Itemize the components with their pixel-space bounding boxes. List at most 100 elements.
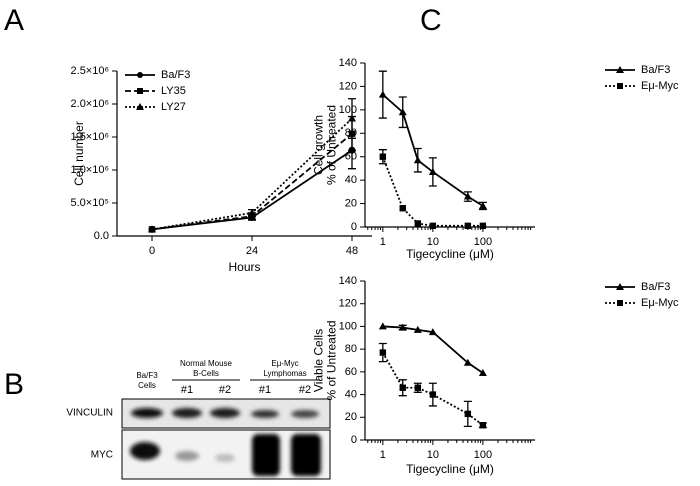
legend-marker <box>617 300 623 306</box>
row-label: MYC <box>91 450 113 461</box>
y-tick-label: 2.5×10⁶ <box>71 65 109 77</box>
marker <box>398 323 407 331</box>
series-line <box>382 352 484 426</box>
legend-label: LY27 <box>161 101 186 113</box>
legend-label: LY35 <box>161 85 186 97</box>
y-axis-label: % of Untreated <box>325 320 339 400</box>
y-tick-label: 20 <box>345 197 357 209</box>
y-tick-label: 60 <box>345 366 357 378</box>
y-tick-label: 120 <box>339 298 357 310</box>
x-tick-label: 0 <box>149 245 155 257</box>
marker <box>479 422 487 429</box>
panel-label: A <box>4 4 24 37</box>
y-tick-label: 5.0×10⁵ <box>70 197 109 209</box>
x-axis-label: Hours <box>228 260 260 274</box>
y-tick-label: 140 <box>339 57 357 69</box>
y-tick-label: 1.0×10⁶ <box>71 164 109 176</box>
marker <box>414 220 422 227</box>
y-tick-label: 60 <box>345 151 357 163</box>
marker <box>413 156 422 164</box>
y-tick-label: 0 <box>351 434 357 446</box>
marker <box>399 384 406 391</box>
marker <box>378 322 387 330</box>
lane-label: #2 <box>299 384 311 396</box>
lane-label: #1 <box>181 384 193 396</box>
marker <box>399 205 406 212</box>
y-tick-label: 40 <box>345 388 357 400</box>
bands <box>130 408 321 476</box>
x-tick-label: 10 <box>427 236 439 248</box>
y-tick-label: 1.5×10⁶ <box>71 131 109 143</box>
y-tick-label: 40 <box>345 174 357 186</box>
y-tick-label: 80 <box>345 343 357 355</box>
panel-label: C <box>420 4 442 37</box>
marker <box>378 90 387 98</box>
marker <box>478 201 487 209</box>
x-tick-label: 100 <box>474 236 492 248</box>
y-tick-label: 140 <box>339 275 357 287</box>
group-label: Cells <box>138 381 156 390</box>
x-tick-label: 10 <box>427 449 439 461</box>
marker <box>463 192 472 200</box>
lane-label: #2 <box>219 384 231 396</box>
legend-label: Eμ-Myc <box>641 80 679 92</box>
x-tick-label: 24 <box>246 245 258 257</box>
x-tick-label: 1 <box>380 236 386 248</box>
marker <box>398 108 407 116</box>
group-label: Normal Mouse <box>180 359 233 368</box>
legend-marker <box>617 83 623 89</box>
y-axis-label: Cell number <box>72 121 86 186</box>
legend-marker <box>137 72 143 78</box>
y-tick-label: 80 <box>345 127 357 139</box>
y-tick-label: 120 <box>339 80 357 92</box>
y-tick-label: 20 <box>345 411 357 423</box>
marker <box>478 368 487 376</box>
legend-label: Ba/F3 <box>641 64 670 76</box>
group-label: Eμ-Myc <box>271 359 298 368</box>
legend-label: Ba/F3 <box>641 281 670 293</box>
lane-label: #1 <box>259 384 271 396</box>
legend-marker <box>616 283 624 290</box>
marker <box>413 325 422 333</box>
marker <box>379 153 387 160</box>
marker <box>348 114 356 122</box>
x-tick-label: 1 <box>380 449 386 461</box>
y-tick-label: 2.0×10⁶ <box>71 98 109 110</box>
group-label: Ba/F3 <box>136 371 158 380</box>
group-label: Lymphomas <box>263 369 306 378</box>
group-label: B-Cells <box>193 369 219 378</box>
y-tick-label: 100 <box>339 104 357 116</box>
marker <box>464 410 472 418</box>
marker <box>429 391 437 398</box>
western-blot: Ba/F3 Cells Normal Mouse B-Cells Eμ-Myc … <box>66 359 331 480</box>
marker <box>429 222 437 230</box>
marker <box>248 208 256 216</box>
marker <box>479 222 487 230</box>
x-tick-label: 100 <box>474 449 492 461</box>
legend-label: Ba/F3 <box>161 69 190 81</box>
marker <box>428 167 437 175</box>
x-tick-label: 48 <box>346 245 358 257</box>
y-tick-label: 0.0 <box>94 230 109 242</box>
y-tick-label: 0 <box>351 221 357 233</box>
y-axis-label: Cell growth <box>312 115 326 175</box>
x-axis-label: Tigecycline (μM) <box>406 247 494 261</box>
y-axis-label: Viable Cells <box>312 329 326 392</box>
marker <box>428 328 437 336</box>
x-axis-label: Tigecycline (μM) <box>406 462 494 476</box>
legend-marker <box>136 103 144 110</box>
marker <box>379 349 387 356</box>
legend-label: Eμ-Myc <box>641 297 679 309</box>
row-label: VINCULIN <box>66 408 113 419</box>
panel-label: B <box>4 368 24 401</box>
marker <box>463 358 472 366</box>
marker <box>414 384 422 391</box>
y-tick-label: 100 <box>339 320 357 332</box>
marker <box>464 222 472 230</box>
series-line <box>382 93 484 207</box>
legend-marker <box>137 88 143 94</box>
y-axis-label: % of Untreated <box>325 105 339 185</box>
legend-marker <box>616 66 624 73</box>
